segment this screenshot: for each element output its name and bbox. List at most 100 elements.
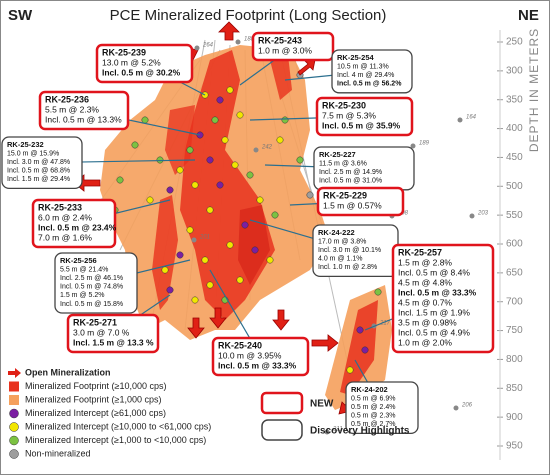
callout-line: 4.0 m @ 1.1% xyxy=(318,256,362,263)
callout-line: Incl. 3.0 m @ 10.1% xyxy=(318,247,381,254)
callout-line: 1.0 m @ 3.0% xyxy=(258,45,312,55)
tick-label: 300 xyxy=(506,65,523,76)
callout-line: Incl. 0.5 m @ 68.8% xyxy=(7,168,70,175)
intercept-dot xyxy=(211,116,219,124)
callout-box xyxy=(316,186,405,217)
tick-label: 400 xyxy=(506,123,523,134)
callout-box xyxy=(1,136,83,190)
tick-label: 850 xyxy=(506,383,523,394)
tick-label: 650 xyxy=(506,267,523,278)
callout-line: Incl. 0.5 m @ 15.8% xyxy=(60,301,123,308)
callout-box xyxy=(211,336,310,377)
intercept-dot xyxy=(116,176,124,184)
callout-line: 11.5 m @ 3.6% xyxy=(319,160,367,167)
callout-line: Incl. 1.5 m @ 29.4% xyxy=(7,176,70,183)
intercept-dot xyxy=(221,136,229,144)
intercept-dot xyxy=(356,326,364,334)
callout-id: RK-25-232 xyxy=(7,140,44,149)
drill-collar xyxy=(469,213,475,219)
tick-label: 450 xyxy=(506,152,523,163)
callout-box xyxy=(38,90,130,131)
intercept-dot xyxy=(191,296,199,304)
callout-line: 0.5 m @ 2.7% xyxy=(351,421,395,428)
hole-label: 188 xyxy=(244,37,255,43)
tick-label: 550 xyxy=(506,210,523,221)
hole-label: 217 xyxy=(379,321,391,327)
intercept-dot xyxy=(201,256,209,264)
legend-symbol xyxy=(9,408,19,419)
callout-line: 7.0 m @ 1.6% xyxy=(38,232,92,242)
intercept-dot xyxy=(191,181,199,189)
callout-id: RK-25-256 xyxy=(60,256,97,265)
callout-line: 17.0 m @ 3.8% xyxy=(318,238,366,245)
drill-collar xyxy=(410,143,416,149)
callout-line: Incl. 0.5 m @ 23.4% xyxy=(38,222,117,232)
callout-line: Incl. 0.5 m @ 33.3% xyxy=(398,287,477,297)
intercept-dot xyxy=(161,266,169,274)
callout-line: 5.5 m @ 21.4% xyxy=(60,266,108,273)
legend-symbol xyxy=(9,449,19,459)
callout-box xyxy=(331,49,413,94)
callout-line: 7.5 m @ 5.3% xyxy=(322,110,376,120)
hole-label: 242 xyxy=(261,145,273,151)
intercept-dot xyxy=(246,171,254,179)
hole-label: 211 xyxy=(332,427,343,433)
hole-label: 198 xyxy=(398,211,409,217)
legend-symbol xyxy=(9,381,19,392)
footprint-high xyxy=(270,55,292,100)
corner-label: SW xyxy=(8,7,33,24)
callout-id: RK-25-254 xyxy=(337,53,375,62)
legend: Open Mineralization Mineralized Footprint… xyxy=(4,366,410,471)
callout-line: 1.0 m @ 2.0% xyxy=(398,337,452,347)
intercept-dot xyxy=(226,86,234,94)
intercept-dot xyxy=(361,346,369,354)
legend-symbol xyxy=(9,435,19,446)
callout-line: Incl. 0.5 m @ 33.3% xyxy=(218,360,297,370)
tick-label: 900 xyxy=(506,412,523,423)
legend-label: Mineralized Footprint (≥10,000 cps) xyxy=(25,381,167,391)
callout-line: Incl. 4 m @ 29.4% xyxy=(337,72,394,79)
legend-label: Mineralized Intercept (≥10,000 to <61,00… xyxy=(25,421,211,431)
intercept-dot xyxy=(231,161,239,169)
tick-label: 350 xyxy=(506,94,523,105)
hole-label: 203 xyxy=(477,211,489,217)
corner-label: NE xyxy=(518,7,539,24)
intercept-dot xyxy=(186,146,194,154)
legend-label: Open Mineralization xyxy=(25,367,111,377)
legend-box-new xyxy=(260,391,304,415)
hole-label: 164 xyxy=(466,115,477,121)
callout-line: Incl. 1.0 m @ 2.8% xyxy=(318,264,377,271)
callout-box xyxy=(95,43,194,84)
drill-collar xyxy=(194,45,200,51)
drill-collar xyxy=(253,147,259,153)
callout-line: 1.5 m @ 2.8% xyxy=(398,257,452,267)
legend-panel xyxy=(4,366,209,471)
legend-label: Mineralized Footprint (≥1,000 cps) xyxy=(25,394,162,404)
intercept-dot xyxy=(206,206,214,214)
legend-label: Non-mineralized xyxy=(25,448,91,458)
callout-line: Incl. 0.5 m @ 13.3% xyxy=(45,114,122,124)
axis-label: DEPTH IN METERS xyxy=(527,28,541,152)
drill-collar xyxy=(457,117,463,123)
callout-id: RK-25-243 xyxy=(258,35,302,45)
hole-label: 189 xyxy=(419,141,430,147)
intercept-dot xyxy=(374,288,382,296)
callout-id: RK-24-202 xyxy=(351,385,388,394)
intercept-dot xyxy=(236,276,244,284)
tick-label: 800 xyxy=(506,354,523,365)
intercept-dot xyxy=(146,196,154,204)
callout-id: RK-25-233 xyxy=(38,202,82,212)
callout-line: Incl. 2.5 m @ 14.9% xyxy=(319,169,382,176)
callout-line: 10.5 m @ 11.3% xyxy=(337,63,389,70)
intercept-dot xyxy=(241,221,249,229)
